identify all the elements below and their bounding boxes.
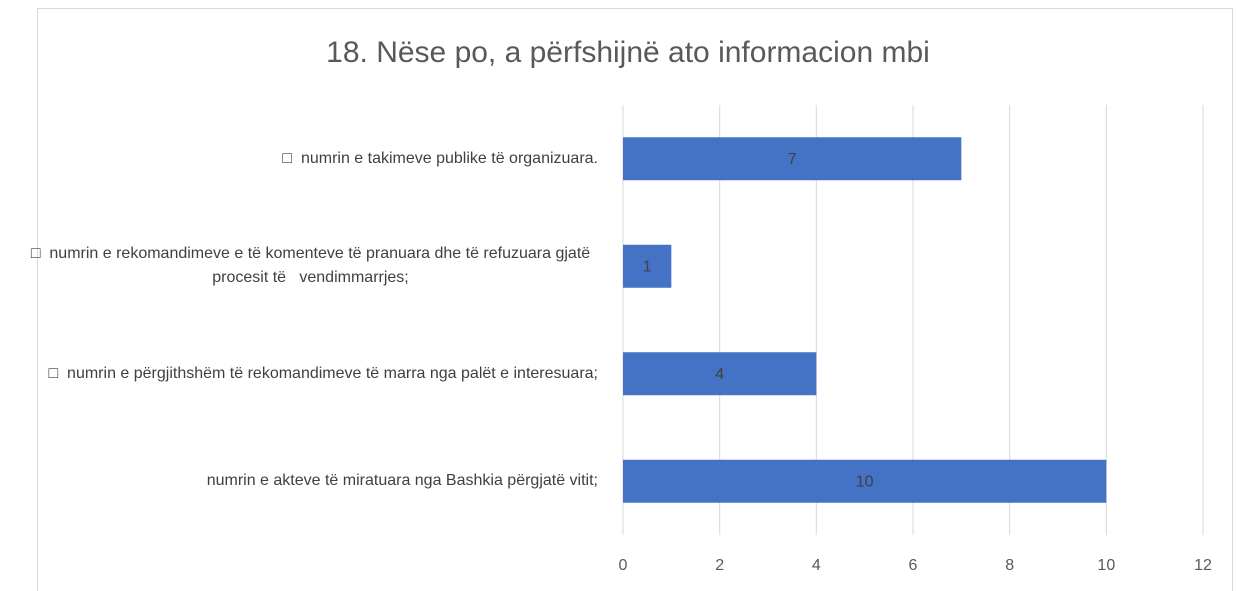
x-tick-label: 12 [1194,557,1212,574]
chart-title: 18. Nëse po, a përfshijnë ato informacio… [326,36,930,69]
x-tick-label: 2 [715,557,724,574]
data-label: 10 [856,473,874,490]
bar [623,459,1107,503]
x-tick-label: 4 [812,557,821,574]
bar [623,244,672,288]
y-tick-label: □ numrin e rekomandimeve e të komenteve … [30,245,595,287]
chart-border [37,8,1233,591]
x-tick-label: 6 [909,557,918,574]
y-tick-label: □ numrin e përgjithshëm të rekomandimeve… [48,364,599,382]
data-label: 1 [643,258,652,275]
data-label: 7 [788,151,797,168]
y-tick-label-box: □ numrin e përgjithshëm të rekomandimeve… [49,320,599,428]
y-tick-label: □ numrin e takimeve publike të organizua… [282,149,598,167]
x-tick-label: 10 [1097,557,1115,574]
x-tick-label: 0 [619,557,628,574]
x-tick-label: 8 [1005,557,1014,574]
bar [623,352,817,396]
y-tick-label-box: □ numrin e takimeve publike të organizua… [282,105,598,213]
data-label: 4 [715,366,724,383]
y-tick-label: numrin e akteve të miratuara nga Bashkia… [206,472,598,490]
bar [623,137,962,181]
y-tick-label-box: □ numrin e rekomandimeve e të komenteve … [23,213,598,321]
y-tick-label-box: numrin e akteve të miratuara nga Bashkia… [207,428,598,536]
